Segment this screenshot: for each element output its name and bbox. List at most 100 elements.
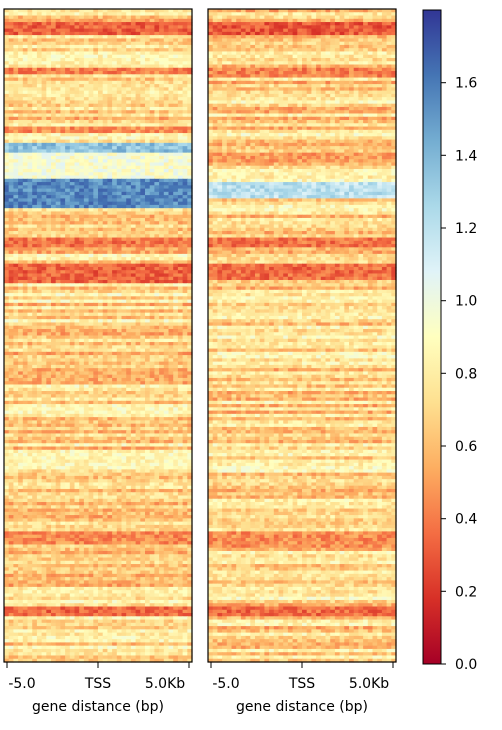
heatmap-cell	[149, 120, 155, 124]
heatmap-cell	[46, 146, 52, 150]
heatmap-cell	[60, 214, 66, 219]
heatmap-cell	[159, 191, 165, 196]
heatmap-cell	[93, 191, 99, 196]
heatmap-cell	[36, 162, 43, 167]
heatmap-cell	[107, 97, 113, 102]
heatmap-cell	[121, 198, 127, 203]
heatmap-cell	[163, 162, 170, 167]
heatmap-cell	[154, 48, 160, 53]
heatmap-cell	[154, 159, 160, 164]
heatmap-cell	[135, 214, 141, 219]
heatmap-cell	[159, 247, 165, 252]
heatmap-cell	[65, 211, 71, 216]
heatmap-cell	[51, 48, 57, 53]
heatmap-cell	[13, 28, 19, 33]
heatmap-cell	[102, 234, 108, 239]
heatmap-cell	[98, 84, 104, 88]
heatmap-cell	[60, 51, 66, 56]
heatmap-cell	[4, 188, 10, 193]
heatmap-cell	[187, 12, 193, 17]
heatmap-cell	[8, 178, 14, 183]
heatmap-cell	[27, 15, 33, 20]
heatmap-cell	[88, 214, 94, 219]
heatmap-cell	[177, 103, 184, 108]
heatmap-cell	[145, 244, 151, 248]
heatmap-cell	[154, 18, 160, 23]
heatmap-cell	[177, 110, 184, 115]
heatmap-cell	[51, 129, 57, 134]
heatmap-cell	[98, 182, 104, 186]
heatmap-cell	[112, 142, 118, 147]
heatmap-cell	[74, 116, 80, 121]
heatmap-cell	[140, 172, 146, 177]
heatmap-cell	[177, 214, 184, 219]
heatmap-cell	[121, 74, 127, 79]
heatmap-cell	[126, 77, 132, 82]
heatmap-cell	[36, 28, 43, 33]
heatmap-cell	[154, 201, 160, 206]
heatmap-cell	[18, 204, 24, 209]
heatmap-cell	[154, 31, 160, 36]
heatmap-cell	[168, 28, 174, 33]
heatmap-cell	[135, 224, 141, 229]
heatmap-cell	[51, 51, 57, 56]
heatmap-cell	[187, 129, 193, 134]
heatmap-cell	[102, 9, 108, 13]
heatmap-cell	[116, 204, 123, 209]
heatmap-cell	[140, 224, 146, 229]
heatmap-cell	[187, 18, 193, 23]
heatmap-cell	[168, 237, 174, 242]
heatmap-cell	[116, 120, 123, 124]
heatmap-cell	[93, 133, 99, 137]
heatmap-cell	[74, 231, 80, 235]
heatmap-cell	[149, 15, 155, 20]
heatmap-cell	[168, 71, 174, 75]
heatmap-cell	[18, 129, 24, 134]
heatmap-cell	[182, 165, 188, 170]
heatmap-cell	[18, 22, 24, 26]
heatmap-cell	[4, 162, 10, 167]
heatmap-cell	[145, 185, 151, 190]
heatmap-cell	[60, 133, 66, 137]
heatmap-cell	[140, 93, 146, 98]
heatmap-cell	[18, 250, 24, 255]
heatmap-cell	[173, 67, 179, 72]
heatmap-cell	[13, 136, 19, 141]
heatmap-cell	[22, 87, 29, 92]
heatmap-cell	[13, 123, 19, 128]
heatmap-cell	[51, 22, 57, 26]
heatmap-cell	[74, 28, 80, 33]
heatmap-cell	[60, 103, 66, 108]
heatmap-cell	[36, 198, 43, 203]
heatmap-cell	[55, 123, 61, 128]
heatmap-cell	[83, 168, 90, 173]
heatmap-cell	[13, 15, 19, 20]
heatmap-cell	[46, 44, 52, 49]
heatmap-cell	[130, 64, 137, 69]
heatmap-cell	[98, 71, 104, 75]
heatmap-cell	[163, 139, 170, 144]
heatmap-cell	[107, 106, 113, 111]
heatmap-cell	[149, 231, 155, 235]
heatmap-cell	[145, 64, 151, 69]
heatmap-cell	[93, 80, 99, 85]
heatmap-cell	[168, 44, 174, 49]
heatmap-cell	[69, 240, 76, 245]
heatmap-cell	[18, 231, 24, 235]
heatmap-cell	[27, 201, 33, 206]
heatmap-cell	[18, 234, 24, 239]
heatmap-cell	[107, 247, 113, 252]
heatmap-cell	[168, 231, 174, 235]
heatmap-cell	[18, 51, 24, 56]
heatmap-cell	[182, 234, 188, 239]
heatmap-cell	[60, 231, 66, 235]
heatmap-cell	[36, 12, 43, 17]
heatmap-cell	[55, 204, 61, 209]
heatmap-cell	[74, 208, 80, 213]
heatmap-cell	[149, 44, 155, 49]
heatmap-cell	[107, 57, 113, 62]
heatmap-cell	[74, 217, 80, 222]
heatmap-cell	[168, 175, 174, 180]
heatmap-cell	[8, 77, 14, 82]
heatmap-cell	[69, 152, 76, 157]
